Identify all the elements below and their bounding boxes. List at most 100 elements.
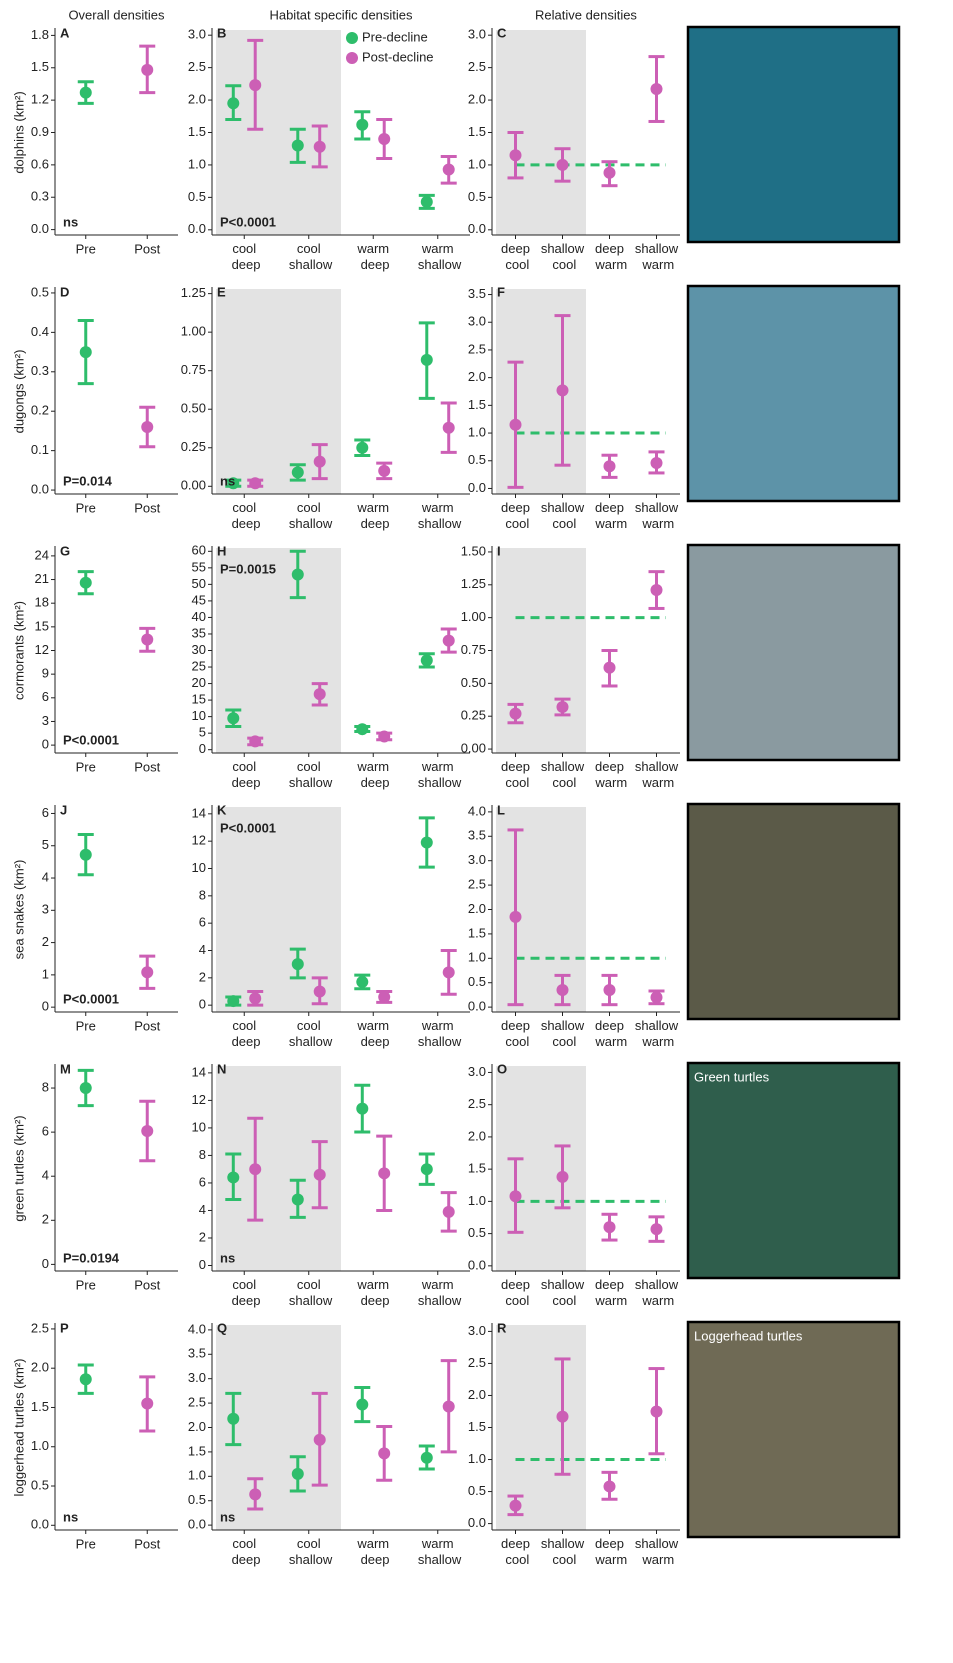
y-axis-label: dugongs (km²) xyxy=(11,350,26,434)
panel-label: G xyxy=(60,543,70,558)
point xyxy=(291,1193,304,1206)
y-tick-label: 1.0 xyxy=(468,156,486,171)
y-tick-label: 1.50 xyxy=(461,543,486,558)
x-tick-label: shallow warm xyxy=(635,1018,679,1049)
y-tick-label: 1.0 xyxy=(468,1193,486,1208)
y-tick-label: 18 xyxy=(35,595,49,610)
x-tick-label: cool shallow xyxy=(285,1536,333,1567)
y-tick-label: 3.0 xyxy=(468,1064,486,1079)
annotation: ns xyxy=(220,473,235,488)
point xyxy=(378,132,391,145)
y-tick-label: 2 xyxy=(199,1229,206,1244)
panel-label: A xyxy=(60,25,70,40)
point xyxy=(420,195,433,208)
photo xyxy=(686,25,901,244)
y-tick-label: 0.0 xyxy=(468,221,486,236)
y-tick-label: 15 xyxy=(192,692,206,707)
x-tick-label: warm shallow xyxy=(414,1536,462,1567)
y-tick-label: 0.50 xyxy=(461,675,486,690)
point xyxy=(442,421,455,434)
annotation: P=0.014 xyxy=(63,473,113,488)
annotation: P<0.0001 xyxy=(220,214,276,229)
point xyxy=(141,966,154,979)
column-title: Habitat specific densities xyxy=(269,7,413,22)
point xyxy=(603,984,616,997)
point xyxy=(442,163,455,176)
shaded-region xyxy=(216,30,341,235)
x-tick-label: deep warm xyxy=(592,1018,627,1049)
annotation: ns xyxy=(63,214,78,229)
shaded-region xyxy=(216,807,341,1012)
point xyxy=(420,654,433,667)
y-tick-label: 1.0 xyxy=(468,1451,486,1466)
point xyxy=(79,576,92,589)
x-tick-label: warm deep xyxy=(356,1018,389,1049)
point xyxy=(141,1397,154,1410)
point xyxy=(79,1373,92,1386)
x-tick-label: cool deep xyxy=(228,1018,261,1049)
x-tick-label: warm deep xyxy=(356,1277,389,1308)
shaded-region xyxy=(496,548,586,753)
y-tick-label: 2.5 xyxy=(468,341,486,356)
x-tick-label: deep cool xyxy=(501,500,530,531)
y-tick-label: 0.5 xyxy=(188,1492,206,1507)
panel-label: L xyxy=(497,802,505,817)
annotation: P=0.0194 xyxy=(63,1250,120,1265)
y-tick-label: 3.5 xyxy=(468,828,486,843)
y-tick-label: 1.5 xyxy=(468,124,486,139)
x-tick-label: Post xyxy=(134,1018,160,1033)
x-tick-label: warm deep xyxy=(356,241,389,272)
y-tick-label: 0.0 xyxy=(188,221,206,236)
x-tick-label: cool shallow xyxy=(285,1018,333,1049)
panel-label: N xyxy=(217,1061,226,1076)
point xyxy=(650,83,663,96)
point xyxy=(650,1223,663,1236)
x-tick-label: cool shallow xyxy=(285,759,333,790)
point xyxy=(356,975,369,988)
y-tick-label: 50 xyxy=(192,576,206,591)
shaded-region xyxy=(496,1325,586,1530)
point xyxy=(227,1412,240,1425)
point xyxy=(79,1082,92,1095)
panel-label: Q xyxy=(217,1320,227,1335)
y-tick-label: 3.0 xyxy=(188,1370,206,1385)
y-tick-label: 3 xyxy=(42,713,49,728)
annotation: P<0.0001 xyxy=(220,820,276,835)
x-tick-label: Post xyxy=(134,500,160,515)
annotation: P<0.0001 xyxy=(63,732,119,747)
y-tick-label: 0.0 xyxy=(468,1257,486,1272)
point xyxy=(313,140,326,153)
photo-label: Loggerhead turtles xyxy=(694,1328,803,1343)
y-tick-label: 1.00 xyxy=(181,324,206,339)
point xyxy=(141,633,154,646)
point xyxy=(650,991,663,1004)
y-axis-label: green turtles (km²) xyxy=(11,1115,26,1221)
y-tick-label: 2.0 xyxy=(31,1360,49,1375)
point xyxy=(141,63,154,76)
y-tick-label: 0.25 xyxy=(461,708,486,723)
shaded-region xyxy=(496,807,586,1012)
y-tick-label: 55 xyxy=(192,559,206,574)
point xyxy=(650,584,663,597)
x-tick-label: cool deep xyxy=(228,759,261,790)
x-tick-label: warm deep xyxy=(356,500,389,531)
y-tick-label: 30 xyxy=(192,642,206,657)
x-tick-label: warm deep xyxy=(356,759,389,790)
point xyxy=(556,984,569,997)
y-tick-label: 0.2 xyxy=(31,403,49,418)
y-tick-label: 1.0 xyxy=(31,1438,49,1453)
panel-label: M xyxy=(60,1061,71,1076)
point xyxy=(141,1125,154,1138)
y-tick-label: 0 xyxy=(199,1257,206,1272)
y-axis-label: cormorants (km²) xyxy=(11,601,26,700)
point xyxy=(603,661,616,674)
x-tick-label: shallow warm xyxy=(635,1277,679,1308)
point xyxy=(249,477,262,490)
y-axis-label: loggerhead turtles (km²) xyxy=(11,1359,26,1497)
x-tick-label: Post xyxy=(134,759,160,774)
point xyxy=(420,836,433,849)
point xyxy=(378,730,391,743)
y-tick-label: 0.0 xyxy=(31,1517,49,1532)
x-tick-label: warm shallow xyxy=(414,1018,462,1049)
y-tick-label: 0.0 xyxy=(31,221,49,236)
